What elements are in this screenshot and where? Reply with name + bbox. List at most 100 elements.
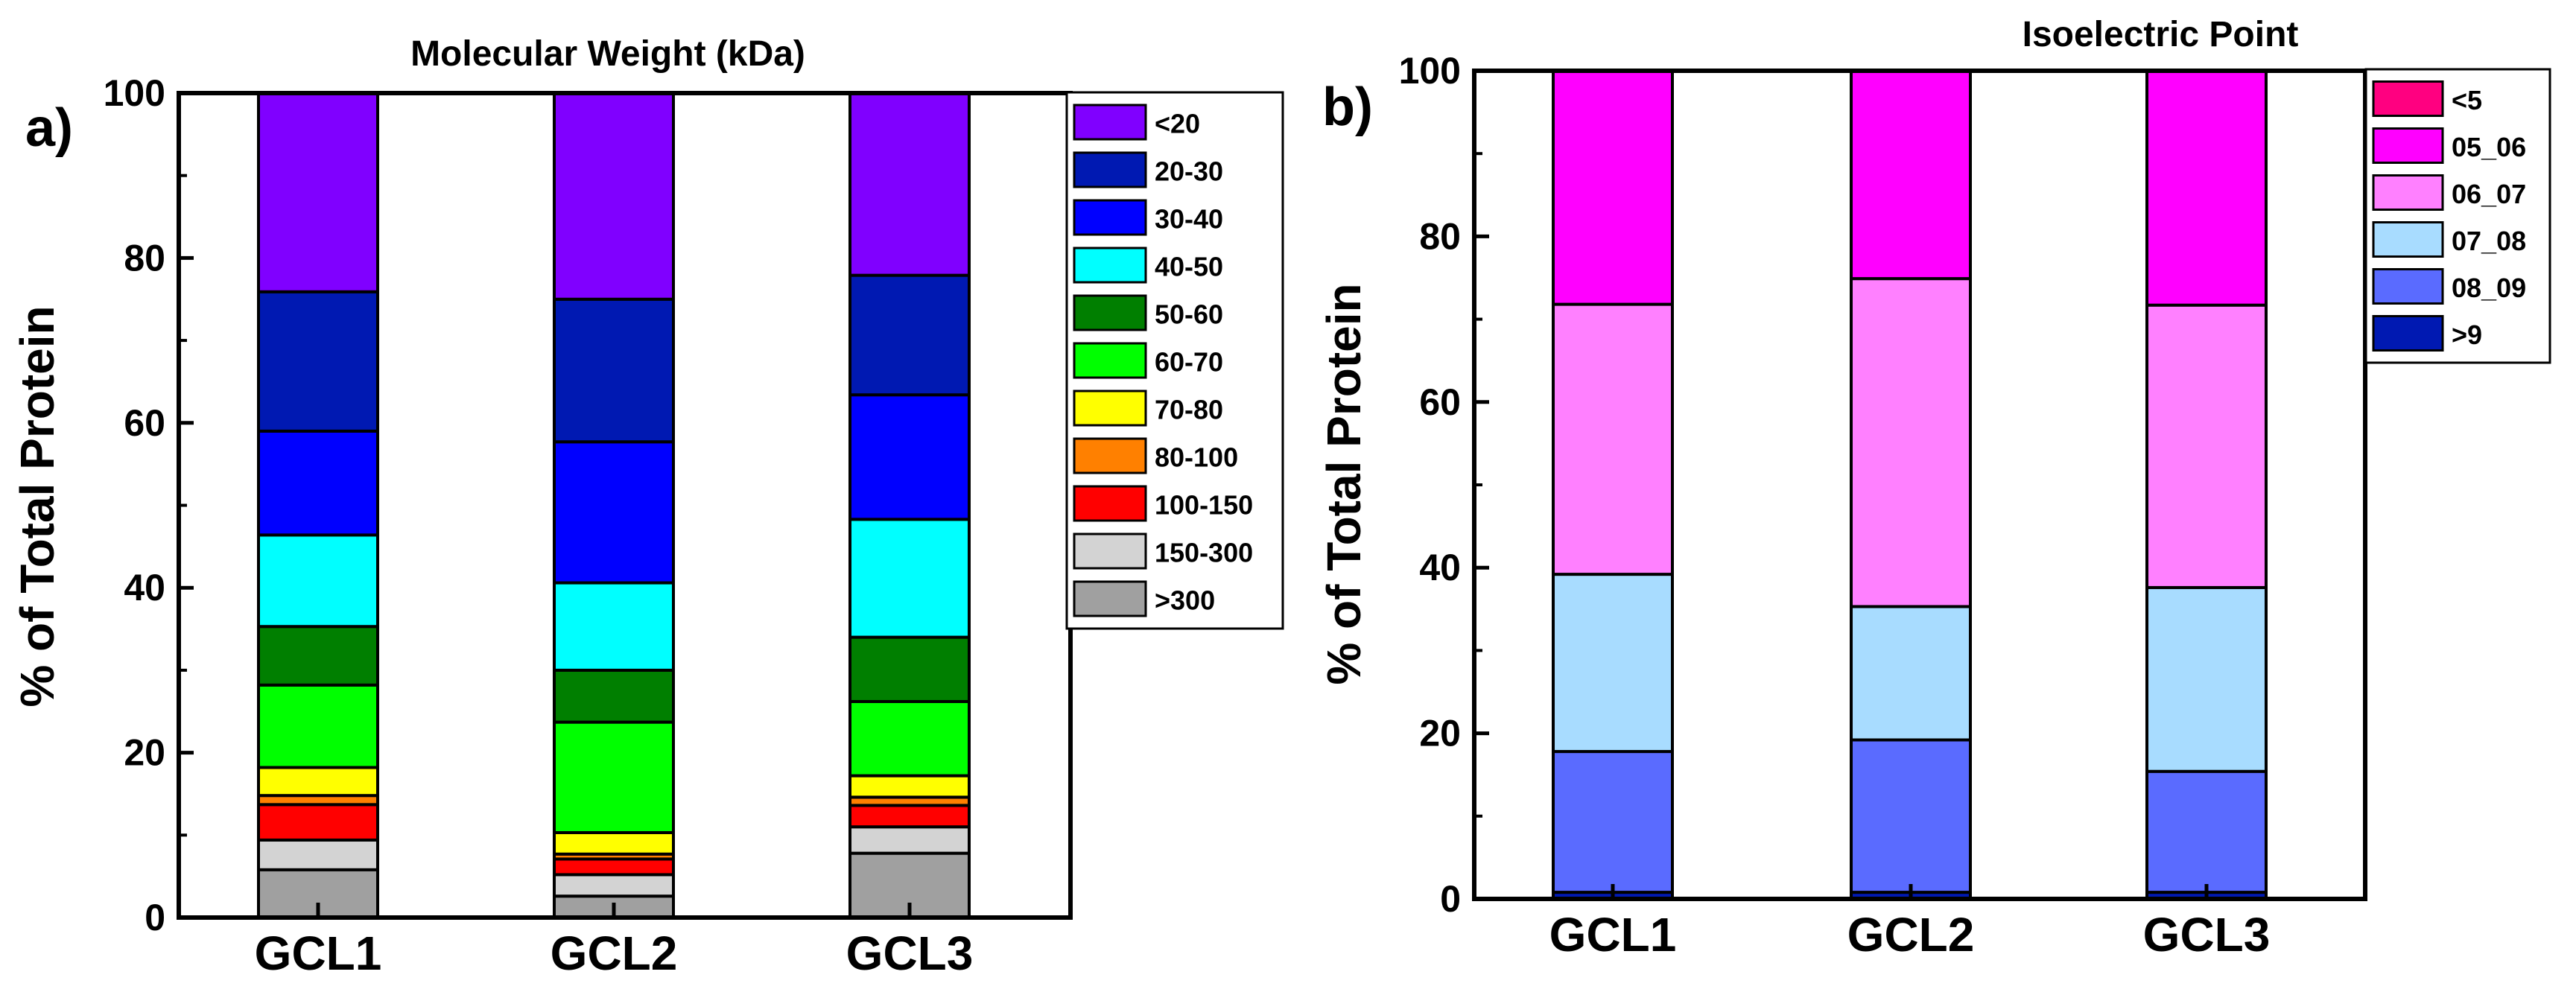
bar-segment-gcl2-20-30 [553, 297, 675, 444]
legend-swatch-30-40 [1073, 199, 1147, 236]
legend-swatch-07_08 [2372, 221, 2444, 258]
x-tick-label-gcl1: GCL1 [1549, 908, 1677, 961]
bar-segment-gcl1-30-40 [257, 429, 379, 537]
legend-entry-<20: <20 [1155, 109, 1200, 139]
legend-swatch-08_09 [2372, 268, 2444, 305]
bar-segment-gcl1-<20 [257, 92, 379, 293]
legend-box [2364, 68, 2551, 364]
x-tick-label-gcl2: GCL2 [551, 926, 678, 980]
legend-swatch-100-150 [1073, 485, 1147, 522]
bar-segment-gcl3-30-40 [848, 393, 971, 521]
bar-segment-gcl2-<20 [553, 92, 675, 301]
y-tick-label: 80 [1419, 215, 1461, 257]
legend-entry-70-80: 70-80 [1155, 395, 1223, 425]
legend-entry-30-40: 30-40 [1155, 204, 1223, 235]
bar-segment-gcl2-05_06 [1850, 69, 1972, 281]
bar-segment-gcl2-150-300 [553, 873, 675, 898]
bar-segment-gcl1-60-70 [257, 683, 379, 769]
legend-swatch-<5 [2372, 80, 2444, 117]
y-axis-label: % of Total Protein [1317, 283, 1371, 684]
bar-segment-gcl2-60-70 [553, 720, 675, 834]
bar-segment-gcl1-07_08 [1552, 573, 1674, 754]
chart-panel-b: 0 20 40 60 80 100 GCL1 GCL2 GCL3 Isoelectric Poin… [1317, 15, 2551, 961]
legend-entry-07_08: 07_08 [2452, 226, 2526, 256]
bar-segment-gcl2-08_09 [1850, 738, 1972, 894]
legend-swatch-60-70 [1073, 342, 1147, 379]
y-tick-label: 40 [124, 567, 165, 608]
legend-entry-60-70: 60-70 [1155, 347, 1223, 378]
legend-entry-50-60: 50-60 [1155, 299, 1223, 330]
bar-segment-gcl2-06_07 [1850, 277, 1972, 608]
chart-title: Isoelectric Point [2023, 15, 2299, 54]
y-tick-label: 0 [1440, 878, 1461, 920]
bar-segment-gcl1-50-60 [257, 625, 379, 687]
legend-swatch-06_07 [2372, 174, 2444, 211]
bar-segment-gcl2-30-40 [553, 440, 675, 585]
bar-segment-gcl2-100-150 [553, 857, 675, 877]
legend-swatch->300 [1073, 580, 1147, 617]
legend: <20 20-30 30-40 40-50 50-60 60-70 70-80 80-100 1… [1065, 91, 1284, 630]
y-tick-label: 0 [145, 897, 165, 938]
legend-swatch-80-100 [1073, 437, 1147, 474]
legend-swatch-70-80 [1073, 390, 1147, 427]
y-tick-label: 60 [124, 402, 165, 444]
bar-segment-gcl3-50-60 [848, 635, 971, 703]
chart-title: Molecular Weight (kDa) [410, 34, 805, 74]
legend-swatch-50-60 [1073, 294, 1147, 331]
legend-entry-<5: <5 [2452, 85, 2482, 115]
bar-segment-gcl3-06_07 [2145, 303, 2268, 589]
bar-segment-gcl1-06_07 [1552, 302, 1674, 576]
bar-segment-gcl2-40-50 [553, 581, 675, 672]
legend-swatch-<20 [1073, 104, 1147, 141]
y-tick-label: 100 [1399, 50, 1461, 92]
legend-entry-08_09: 08_09 [2452, 273, 2526, 303]
x-tick-label-gcl2: GCL2 [1847, 908, 1975, 961]
x-tick-label-gcl3: GCL3 [846, 926, 974, 980]
x-tick-label-gcl3: GCL3 [2143, 908, 2271, 961]
bar-segment-gcl3-70-80 [848, 774, 971, 799]
bar-segment-gcl3-60-70 [848, 699, 971, 778]
y-tick-label: 100 [104, 72, 165, 114]
y-axis: 0 20 40 60 80 100 [104, 72, 194, 938]
legend-swatch-40-50 [1073, 247, 1147, 284]
legend: <5 05_06 06_07 07_08 08_09 >9 [2364, 68, 2551, 364]
bar-segment-gcl1-05_06 [1552, 69, 1674, 306]
bar-segment-gcl2-70-80 [553, 830, 675, 856]
legend-entry-80-100: 80-100 [1155, 442, 1238, 473]
bar-segment-gcl3-<20 [848, 92, 971, 277]
y-axis-label: % of Total Protein [10, 305, 64, 707]
y-tick-label: 40 [1419, 547, 1461, 588]
legend-entry-05_06: 05_06 [2452, 132, 2526, 162]
y-tick-label: 80 [124, 237, 165, 279]
y-tick-label: 20 [124, 732, 165, 774]
legend-swatch-05_06 [2372, 127, 2444, 164]
y-axis: 0 20 40 60 80 100 [1399, 50, 1489, 920]
legend-entry-40-50: 40-50 [1155, 252, 1223, 282]
bar-segment-gcl1-70-80 [257, 766, 379, 798]
chart-panel-a: 0 20 40 60 80 100 GCL1 GCL2 GCL3 Molecular Weight… [10, 34, 1284, 980]
bar-segment-gcl3-100-150 [848, 804, 971, 829]
x-tick-label-gcl1: GCL1 [255, 926, 382, 980]
bar-segment-gcl1-08_09 [1552, 750, 1674, 894]
panel-label: b) [1322, 77, 1373, 137]
panel-label: a) [25, 98, 73, 158]
legend-entry-100-150: 100-150 [1155, 490, 1253, 521]
bar-segment-gcl3-20-30 [848, 273, 971, 397]
bar-segment-gcl3-07_08 [2145, 585, 2268, 773]
legend-entry-150-300: 150-300 [1155, 538, 1253, 568]
legend-entry-20-30: 20-30 [1155, 156, 1223, 187]
legend-entry-06_07: 06_07 [2452, 179, 2526, 209]
bar-segment-gcl3-40-50 [848, 518, 971, 639]
y-tick-label: 20 [1419, 713, 1461, 754]
bar-segment-gcl2-50-60 [553, 668, 675, 724]
legend-swatch-150-300 [1073, 533, 1147, 570]
legend-swatch-20-30 [1073, 151, 1147, 188]
bar-segment-gcl1-150-300 [257, 838, 379, 871]
bar-segment-gcl3-05_06 [2145, 69, 2268, 307]
bar-segment-gcl1-20-30 [257, 290, 379, 433]
y-tick-label: 60 [1419, 381, 1461, 423]
bar-segment-gcl1-40-50 [257, 533, 379, 629]
bar-segment-gcl3-150-300 [848, 825, 971, 855]
bar-segment-gcl1-100-150 [257, 803, 379, 842]
